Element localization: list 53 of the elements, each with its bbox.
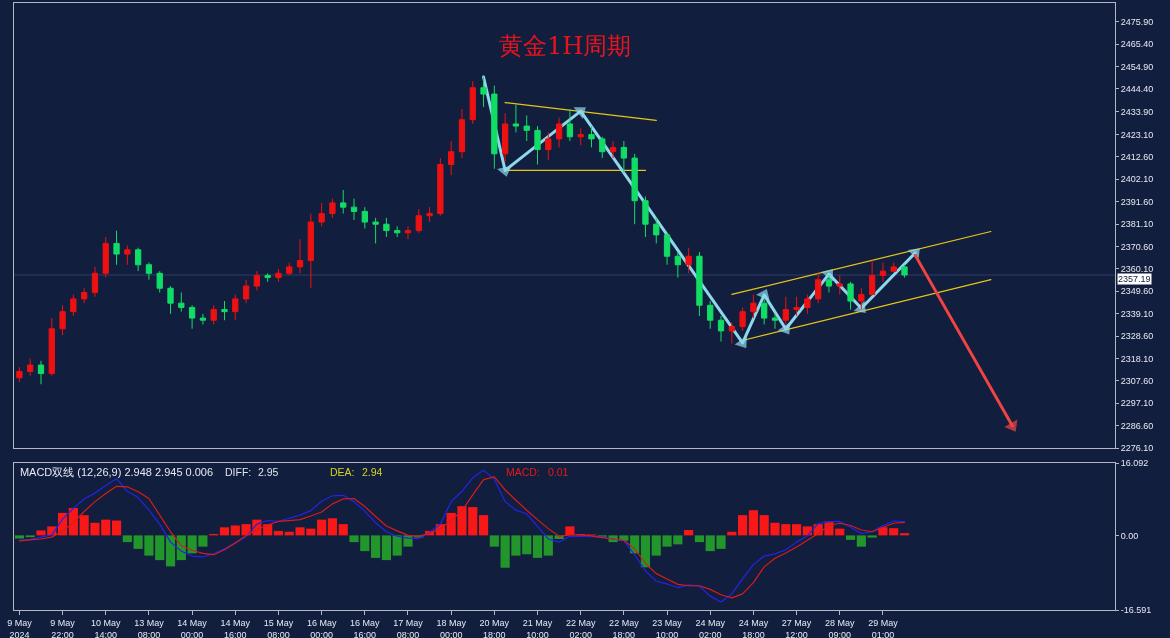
y-tick-label: 2412.60 [1120,151,1154,162]
y-tick-label: 2297.10 [1120,398,1154,409]
x-tick-label: 16 May 00:00 [306,617,337,638]
x-tick-label: 15 May 08:00 [263,617,294,638]
y-tick-label: 2454.90 [1120,61,1154,72]
y-tick-label: 2339.10 [1120,308,1154,319]
x-tick-label: 22 May 18:00 [609,617,640,638]
x-tick-label: 20 May 18:00 [479,617,510,638]
x-tick-label: 27 May 12:00 [781,617,812,638]
x-tick-label: 18 May 00:00 [436,617,467,638]
y-tick-label: 2318.10 [1120,353,1154,364]
y-tick-label: 2349.60 [1120,286,1154,297]
y-tick-label: 2381.10 [1120,219,1154,230]
x-tick-label: 14 May 00:00 [177,617,208,638]
y-tick-label: 0.00 [1120,530,1139,541]
y-tick-label: 2286.60 [1120,420,1154,431]
y-tick-label: 2433.90 [1120,106,1154,117]
annotation: 0.01 [548,466,569,478]
x-tick-label: 9 May 2024 [7,617,33,638]
y-tick-label: 16.092 [1120,458,1149,469]
ref-line-label: 2357.19 [1118,274,1151,284]
annotation: 2.94 [362,466,383,478]
annotation: DIFF: [225,466,252,478]
y-tick-label: 2307.60 [1120,375,1154,386]
x-tick-label: 22 May 02:00 [565,617,596,638]
x-tick-label: 9 May 22:00 [50,617,76,638]
y-tick-label: -16.591 [1120,605,1152,616]
x-tick-label: 28 May 09:00 [824,617,856,638]
y-tick-label: 2465.40 [1120,39,1154,50]
y-tick-label: 2391.60 [1120,196,1154,207]
x-tick-label: 16 May 16:00 [350,617,381,638]
y-tick-label: 2328.60 [1120,331,1154,342]
annotation: DEA: [330,466,355,478]
x-tick-label: 14 May 16:00 [220,617,251,638]
x-tick-label: 24 May 02:00 [695,617,726,638]
x-tick-label: 24 May 18:00 [738,617,769,638]
y-tick-label: 2360.10 [1120,263,1154,274]
chart-title: MACD双线 (12,26,9) 2.948 2.945 0.006 [19,465,214,478]
x-tick-label: 23 May 10:00 [652,617,683,638]
x-tick-label: 10 May 14:00 [90,617,122,638]
y-tick-label: 2402.10 [1120,174,1154,185]
y-tick-label: 2370.60 [1120,241,1154,252]
x-tick-label: 17 May 08:00 [393,617,424,638]
annotation: 2.95 [258,466,279,478]
y-tick-label: 2276.10 [1120,443,1154,454]
x-tick-label: 21 May 10:00 [522,617,553,638]
x-tick-label: 13 May 08:00 [134,617,165,638]
y-tick-label: 2475.90 [1120,16,1154,27]
y-tick-label: 2444.40 [1120,84,1154,95]
annotation: MACD: [506,466,540,478]
y-tick-label: 2423.10 [1120,129,1154,140]
x-tick-label: 29 May 01:00 [868,617,899,638]
text: 黄金1H周期 [499,32,632,60]
